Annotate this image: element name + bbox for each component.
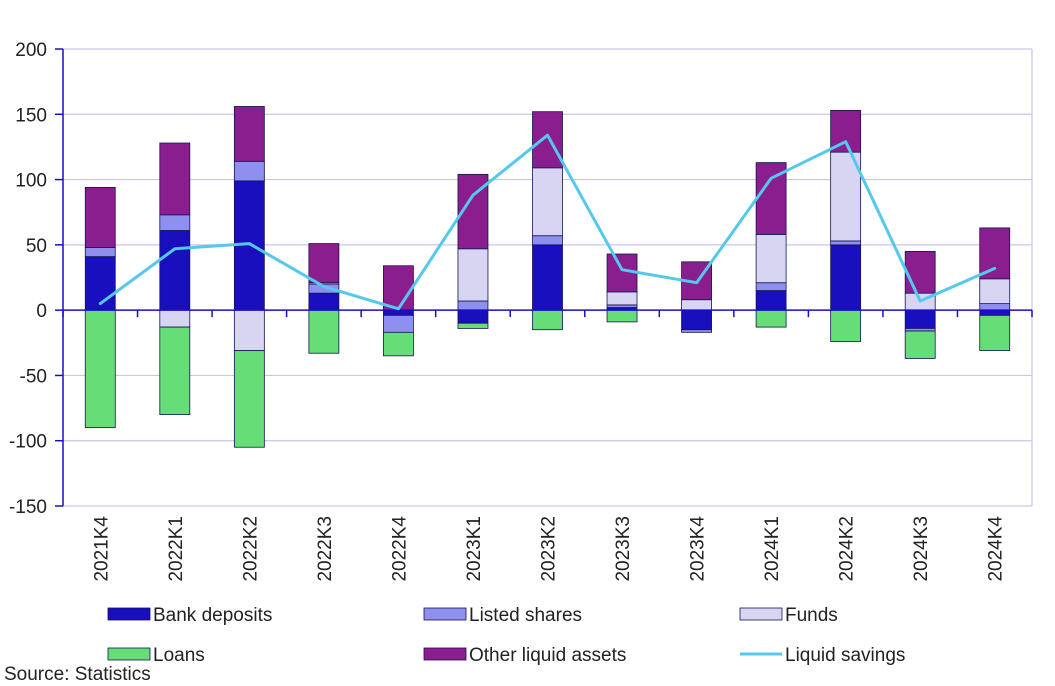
x-tick-label: 2024K4 <box>986 516 1007 582</box>
x-tick-label: 2023K3 <box>613 516 634 582</box>
y-tick-label: -100 <box>9 432 47 453</box>
bar-funds-2022K1 <box>159 309 191 328</box>
legend-swatch-loans <box>107 647 151 661</box>
x-tick-label: 2024K3 <box>911 516 932 582</box>
legend-swatch-bank-deposits <box>107 607 151 621</box>
bar-other-liquid-assets-2024K3 <box>904 250 936 294</box>
source-note: Source: Statistics <box>4 664 151 685</box>
x-tick-label: 2024K1 <box>762 516 783 582</box>
bar-listed-shares-2024K1 <box>755 282 787 291</box>
bar-listed-shares-2023K2 <box>532 235 563 246</box>
bar-other-liquid-assets-2021K4 <box>84 187 116 248</box>
bar-loans-2021K4 <box>84 309 116 429</box>
bar-listed-shares-2022K1 <box>159 214 191 231</box>
bar-other-liquid-assets-2022K4 <box>383 265 414 311</box>
bar-listed-shares-2021K4 <box>84 247 116 258</box>
bar-bank-deposits-2024K3 <box>904 309 936 329</box>
bar-bank-deposits-2024K1 <box>755 290 787 311</box>
bar-other-liquid-assets-2022K2 <box>233 106 265 162</box>
bar-loans-2022K1 <box>159 326 191 416</box>
bar-listed-shares-2022K2 <box>233 160 265 182</box>
bar-loans-2022K2 <box>233 350 265 448</box>
y-tick-label: 0 <box>36 301 47 322</box>
bar-loans-2023K1 <box>457 322 489 329</box>
x-tick-label: 2022K2 <box>240 516 261 582</box>
legend-swatch-listed-shares <box>423 607 467 621</box>
y-tick-label: 200 <box>15 40 47 61</box>
x-axis-ticks: 2021K4 2022K1 2022K2 2022K3 2022K4 2023K1 2023… <box>91 516 1006 582</box>
bar-funds-2022K2 <box>233 309 265 352</box>
bar-funds-2023K4 <box>681 299 712 311</box>
y-tick-label: -50 <box>20 366 47 387</box>
bar-loans-2022K3 <box>308 309 340 354</box>
bar-listed-shares-2024K2 <box>830 240 862 246</box>
bar-listed-shares-2023K1 <box>457 300 489 311</box>
bar-bank-deposits-2023K1 <box>457 309 489 324</box>
bar-loans-2022K4 <box>383 331 414 357</box>
bar-funds-2024K1 <box>755 234 787 284</box>
legend-label-bank-deposits: Bank deposits <box>153 605 272 626</box>
bar-bank-deposits-2024K2 <box>830 244 862 311</box>
bar-loans-2024K4 <box>979 314 1011 352</box>
bar-funds-2023K1 <box>457 248 489 302</box>
bar-other-liquid-assets-2022K1 <box>159 142 191 216</box>
x-tick-label: 2023K4 <box>688 516 709 582</box>
y-axis-ticks: 200 150 100 50 0 -50 -100 -150 <box>9 40 47 518</box>
bar-listed-shares-2024K4 <box>979 303 1011 311</box>
bar-other-liquid-assets-2022K3 <box>308 243 340 284</box>
legend-label-funds: Funds <box>785 605 838 626</box>
bar-loans-2023K2 <box>532 309 563 331</box>
y-tick-label: 100 <box>15 171 47 192</box>
legend-label-listed-shares: Listed shares <box>469 605 582 626</box>
legend-label-liquid-savings: Liquid savings <box>785 645 905 666</box>
bars-layer <box>84 106 1011 448</box>
bar-loans-2024K3 <box>904 330 936 359</box>
bar-bank-deposits-2023K2 <box>532 244 563 311</box>
bar-other-liquid-assets-2024K4 <box>979 227 1011 280</box>
legend-label-loans: Loans <box>153 645 205 666</box>
x-tick-label: 2022K4 <box>389 516 410 582</box>
bar-funds-2024K4 <box>979 278 1011 305</box>
x-tick-label: 2022K1 <box>166 516 187 582</box>
bar-funds-2023K3 <box>606 291 638 306</box>
bar-bank-deposits-2024K4 <box>979 309 1011 316</box>
legend-swatch-funds <box>739 607 783 621</box>
bar-bank-deposits-2023K4 <box>681 309 712 331</box>
y-tick-label: -150 <box>9 497 47 518</box>
legend: Bank deposits Listed shares Funds Loans Othe… <box>107 605 905 666</box>
series-line-liquid-savings <box>98 133 997 311</box>
bar-bank-deposits-2022K4 <box>383 309 414 316</box>
x-tick-label: 2021K4 <box>91 516 112 582</box>
x-tick-label: 2022K3 <box>315 516 336 582</box>
bar-bank-deposits-2022K3 <box>308 292 340 311</box>
x-tick-label: 2024K2 <box>837 516 858 582</box>
x-tick-label: 2023K1 <box>464 516 485 582</box>
bar-funds-2023K2 <box>532 167 563 237</box>
bar-loans-2024K1 <box>755 309 787 328</box>
bar-bank-deposits-2021K4 <box>84 256 116 311</box>
bar-listed-shares-2023K4 <box>681 329 712 333</box>
bar-funds-2024K2 <box>830 151 862 242</box>
bar-loans-2023K3 <box>606 309 638 323</box>
bar-bank-deposits-2022K1 <box>159 230 191 311</box>
bar-listed-shares-2022K4 <box>383 314 414 333</box>
bar-loans-2024K2 <box>830 309 862 342</box>
axes <box>55 48 1033 507</box>
bar-other-liquid-assets-2023K2 <box>532 111 563 169</box>
y-tick-label: 50 <box>26 236 47 257</box>
legend-swatch-other-liquid-assets <box>423 647 467 661</box>
legend-label-other-liquid-assets: Other liquid assets <box>469 645 626 666</box>
y-tick-label: 150 <box>15 105 47 126</box>
x-tick-label: 2023K2 <box>539 516 560 582</box>
line-layer <box>98 133 997 311</box>
